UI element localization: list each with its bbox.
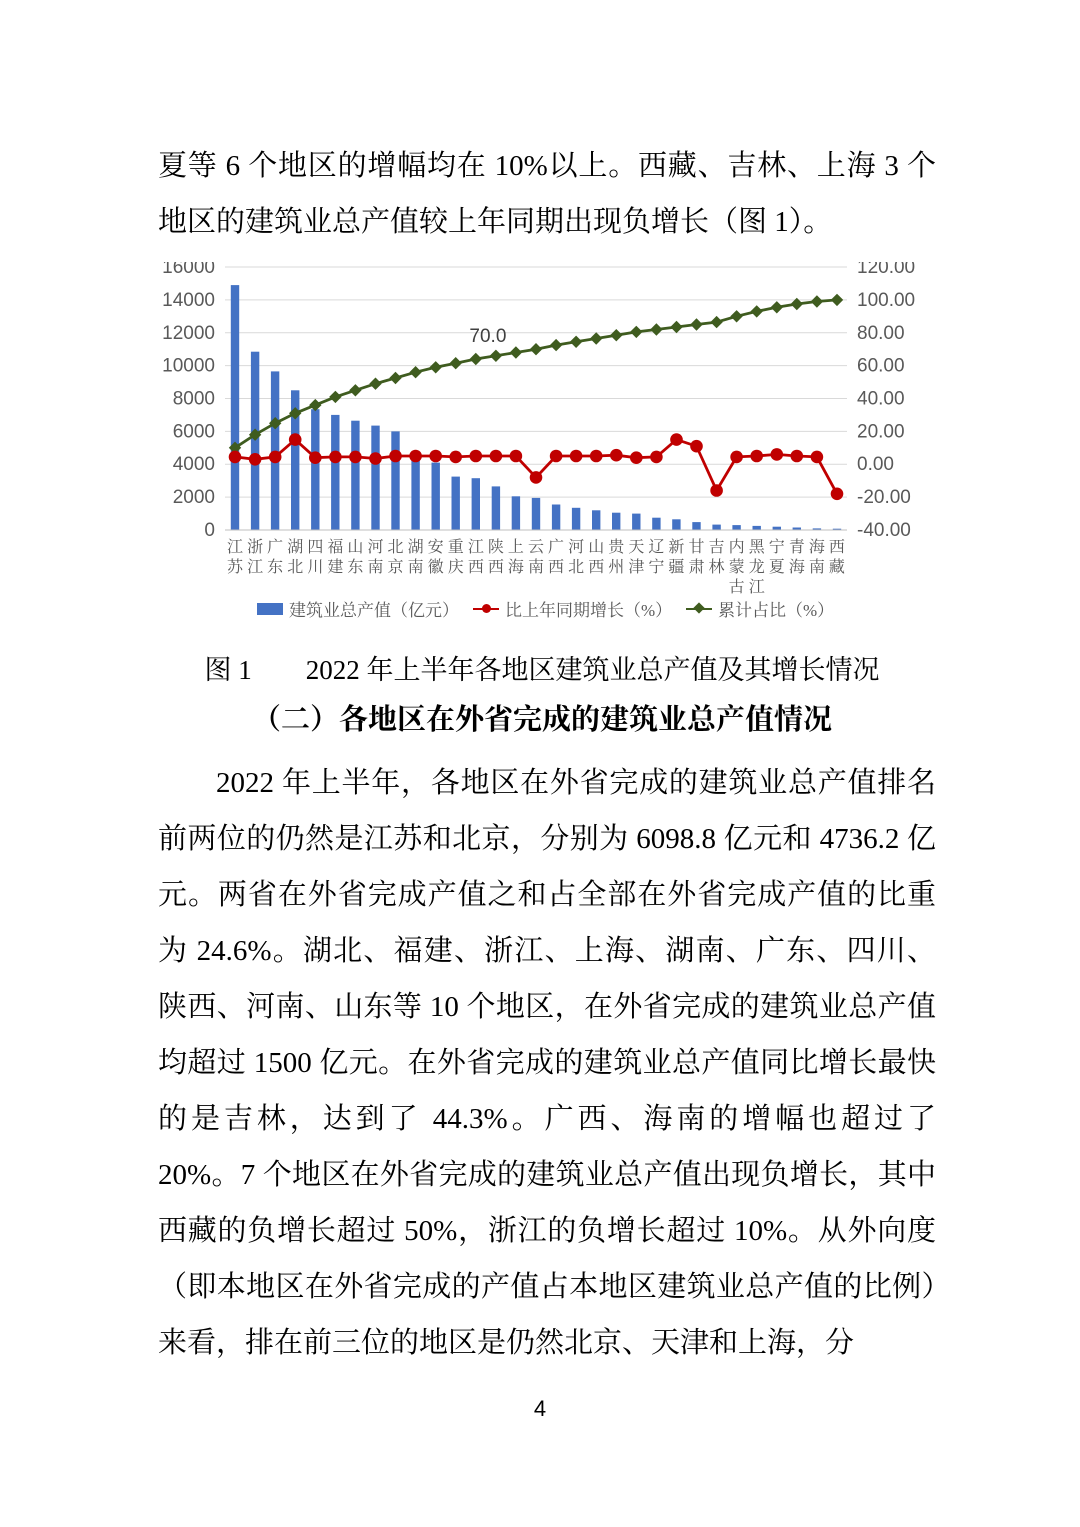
svg-text:0.00: 0.00	[857, 454, 894, 475]
svg-text:120.00: 120.00	[857, 262, 915, 278]
svg-text:80.00: 80.00	[857, 323, 905, 344]
svg-text:0: 0	[204, 520, 215, 541]
svg-text:40.00: 40.00	[857, 389, 905, 410]
svg-text:70.0: 70.0	[469, 326, 506, 347]
svg-text:60.00: 60.00	[857, 356, 905, 377]
svg-text:20.00: 20.00	[857, 421, 905, 442]
svg-text:-20.00: -20.00	[857, 487, 911, 508]
svg-text:-40.00: -40.00	[857, 520, 911, 541]
svg-text:6000: 6000	[173, 421, 215, 442]
svg-text:2000: 2000	[173, 487, 215, 508]
svg-text:8000: 8000	[173, 389, 215, 410]
svg-text:100.00: 100.00	[857, 290, 915, 311]
svg-text:4000: 4000	[173, 454, 215, 475]
svg-text:16000: 16000	[162, 262, 215, 278]
svg-text:12000: 12000	[162, 323, 215, 344]
svg-text:14000: 14000	[162, 290, 215, 311]
svg-text:10000: 10000	[162, 356, 215, 377]
